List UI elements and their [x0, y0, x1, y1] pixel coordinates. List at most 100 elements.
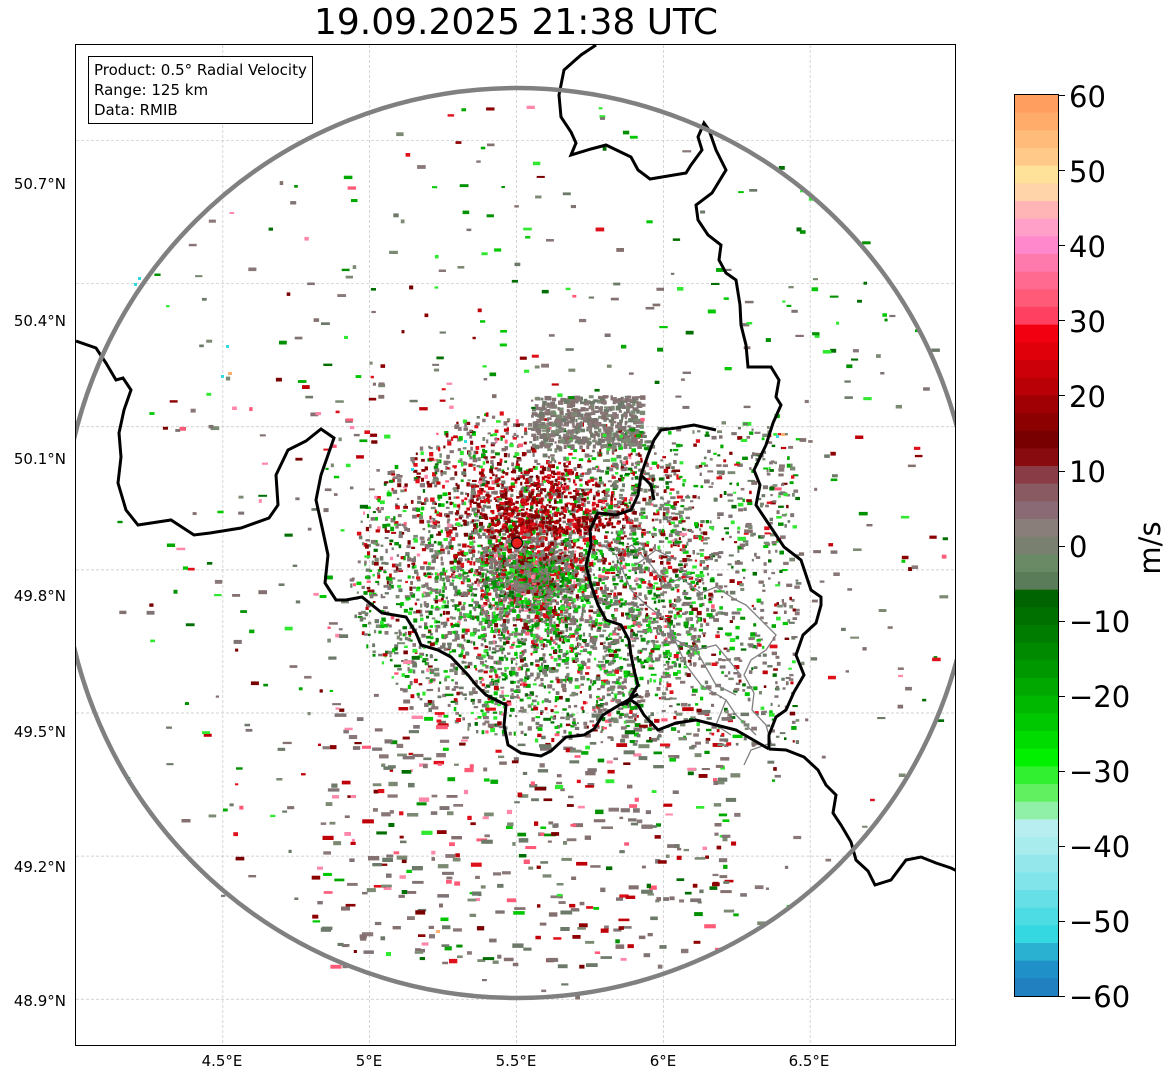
echo-pixel: [648, 531, 651, 534]
echo-pixel: [526, 449, 532, 454]
echo-pixel: [456, 643, 460, 647]
echo-pixel: [610, 531, 614, 534]
echo-pixel: [637, 624, 641, 628]
echo-pixel: [557, 445, 561, 450]
echo-pixel: [660, 540, 665, 543]
echo-pixel: [516, 565, 521, 569]
echo-pixel: [646, 558, 650, 563]
echo-pixel: [489, 565, 494, 570]
echo-pixel: [603, 557, 607, 562]
echo-pixel: [602, 594, 607, 597]
echo-pixel: [357, 616, 363, 619]
echo-pixel: [474, 717, 478, 720]
echo-pixel: [571, 598, 576, 603]
echo-pixel: [440, 551, 446, 554]
echo-pixel: [622, 704, 628, 709]
echo-pixel: [508, 731, 512, 736]
echo-pixel: [544, 596, 548, 601]
echo-pixel: [451, 477, 455, 481]
echo-pixel: [373, 629, 377, 634]
echo-pixel: [548, 602, 553, 605]
echo-pixel: [523, 638, 526, 643]
echo-pixel: [425, 654, 428, 657]
echo-pixel: [546, 639, 551, 644]
echo-pixel: [556, 542, 562, 546]
echo-pixel: [662, 567, 667, 570]
echo-pixel: [550, 582, 556, 586]
echo-pixel: [466, 578, 471, 583]
echo-pixel: [477, 457, 481, 462]
echo-pixel: [365, 526, 369, 532]
echo-pixel: [626, 542, 629, 545]
echo-pixel: [377, 509, 382, 513]
echo-pixel: [515, 583, 521, 588]
echo-pixel: [448, 496, 452, 500]
echo-pixel: [398, 570, 403, 573]
echo-pixel: [498, 556, 502, 561]
echo-pixel: [499, 528, 503, 533]
echo-pixel: [652, 489, 656, 494]
echo-pixel: [656, 509, 660, 514]
echo-pixel: [536, 534, 539, 539]
echo-pixel: [637, 658, 642, 663]
echo-pixel: [551, 458, 555, 462]
echo-pixel: [513, 632, 518, 636]
echo-pixel: [673, 616, 677, 620]
echo-pixel: [472, 627, 477, 633]
echo-pixel: [655, 607, 658, 610]
echo-pixel: [608, 622, 611, 625]
echo-pixel: [494, 703, 499, 706]
echo-pixel: [515, 662, 518, 666]
echo-pixel: [628, 614, 632, 618]
echo-pixel: [480, 586, 483, 590]
echo-pixel: [591, 554, 596, 559]
echo-pixel: [681, 520, 686, 523]
echo-pixel: [471, 507, 476, 512]
echo-pixel: [590, 591, 593, 596]
echo-pixel: [581, 609, 586, 613]
echo-pixel: [463, 602, 466, 605]
echo-pixel: [552, 569, 555, 572]
echo-pixel: [561, 580, 565, 585]
echo-pixel: [566, 677, 569, 681]
echo-pixel: [528, 490, 531, 494]
echo-pixel: [363, 591, 368, 595]
echo-pixel: [467, 614, 472, 619]
echo-pixel: [513, 432, 517, 437]
echo-pixel: [614, 681, 620, 685]
echo-pixel: [542, 583, 546, 587]
echo-pixel: [461, 660, 465, 664]
echo-pixel: [632, 631, 636, 637]
echo-pixel: [620, 691, 624, 695]
echo-pixel: [546, 619, 550, 622]
echo-pixel: [587, 460, 592, 463]
echo-pixel: [467, 482, 470, 486]
echo-pixel: [612, 632, 617, 636]
echo-pixel: [571, 657, 577, 662]
echo-pixel: [450, 599, 455, 602]
echo-pixel: [612, 578, 616, 581]
echo-pixel: [685, 630, 691, 634]
echo-pixel: [596, 700, 599, 704]
echo-pixel: [424, 661, 427, 666]
echo-pixel: [512, 555, 517, 558]
echo-pixel: [612, 449, 616, 452]
echo-pixel: [604, 584, 607, 589]
echo-pixel: [508, 543, 512, 548]
echo-pixel: [669, 577, 672, 580]
echo-pixel: [488, 675, 493, 678]
echo-pixel: [496, 573, 500, 578]
radar-map[interactable]: [75, 44, 956, 1046]
echo-pixel: [541, 620, 547, 623]
echo-pixel: [548, 614, 553, 619]
echo-pixel: [472, 687, 476, 692]
echo-pixel: [565, 628, 568, 632]
echo-pixel: [470, 494, 474, 500]
echo-pixel: [584, 558, 587, 562]
echo-pixel: [419, 698, 423, 701]
echo-pixel: [569, 559, 574, 562]
echo-pixel: [622, 657, 626, 661]
echo-pixel: [644, 542, 649, 547]
echo-pixel: [558, 549, 563, 552]
echo-pixel: [667, 557, 672, 562]
